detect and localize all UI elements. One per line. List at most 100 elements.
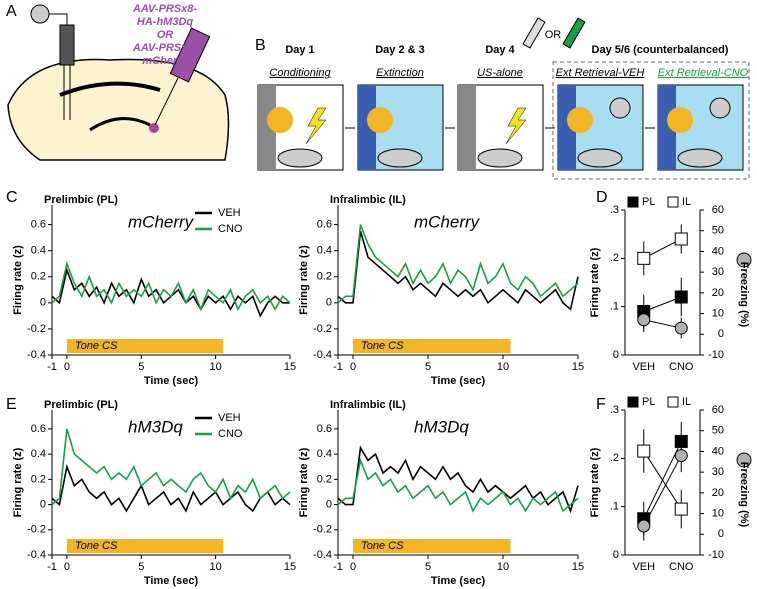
y-axis-label: Firing rate (z) bbox=[298, 447, 310, 517]
chart-subtitle: mCherry bbox=[128, 212, 195, 231]
x-axis-label: Time (sec) bbox=[144, 375, 199, 387]
x-tick-label: 0 bbox=[350, 361, 356, 373]
series-line bbox=[643, 455, 682, 527]
y2-tick-label: 40 bbox=[712, 245, 724, 257]
x-tick-label: VEH bbox=[632, 361, 655, 373]
y-tick-label: -0.2 bbox=[27, 323, 46, 335]
y-tick-label: .3 bbox=[610, 204, 619, 216]
y2-tick-label: 20 bbox=[712, 487, 724, 499]
y2-tick-label: 40 bbox=[712, 445, 724, 457]
x-tick-label: 15 bbox=[572, 361, 584, 373]
legend-label: VEH bbox=[218, 412, 241, 424]
y-tick-label: 0.2 bbox=[317, 271, 332, 283]
x-tick-label: -1 bbox=[47, 361, 57, 373]
x-tick-label: CNO bbox=[669, 561, 694, 573]
series-line bbox=[337, 445, 579, 514]
x-axis-label: Time (sec) bbox=[431, 575, 486, 587]
y-axis-label: Firing rate (z) bbox=[589, 447, 601, 517]
x-tick-label: 5 bbox=[138, 561, 144, 573]
y-tick-label: 0 bbox=[40, 498, 46, 510]
y-tick-label: .2 bbox=[610, 452, 619, 464]
y-tick-label: .1 bbox=[610, 501, 619, 513]
virus-label: HA-hM3Dq bbox=[137, 16, 193, 28]
series-line bbox=[337, 224, 579, 304]
x-tick-label: CNO bbox=[669, 361, 694, 373]
y-tick-label: -0.4 bbox=[313, 549, 332, 561]
x-axis-label: Time (sec) bbox=[144, 575, 199, 587]
y-tick-label: 0.4 bbox=[317, 448, 332, 460]
virus-label: AAV-PRSx8- bbox=[132, 42, 198, 54]
chart-subtitle: hM3Dq bbox=[128, 417, 183, 436]
y-tick-label: -0.4 bbox=[27, 349, 46, 361]
x-tick-label: -1 bbox=[333, 361, 343, 373]
series-line bbox=[51, 463, 291, 513]
series-line bbox=[51, 260, 291, 312]
freezing-point bbox=[637, 313, 651, 327]
x-tick-label: 5 bbox=[425, 361, 431, 373]
rate-point bbox=[674, 290, 688, 304]
y-tick-label: .2 bbox=[610, 252, 619, 264]
x-tick-label: 10 bbox=[210, 561, 222, 573]
y-tick-label: 0.4 bbox=[317, 245, 332, 257]
y-tick-label: 0 bbox=[613, 349, 619, 361]
day-label: Day 5/6 (counterbalanced) bbox=[592, 44, 729, 56]
y2-tick-label: 60 bbox=[712, 204, 724, 216]
series-line bbox=[51, 428, 291, 506]
series-line bbox=[337, 230, 579, 311]
y-tick-label: 0 bbox=[326, 498, 332, 510]
y2-label-marker bbox=[736, 252, 752, 268]
y-tick-label: -0.4 bbox=[313, 349, 332, 361]
y-tick-label: 0 bbox=[613, 549, 619, 561]
x-axis-label: Time (sec) bbox=[431, 375, 486, 387]
tone-label: Tone CS bbox=[75, 340, 118, 352]
y2-axis-label: Freezing (%) bbox=[738, 262, 750, 328]
freezing-point bbox=[674, 449, 688, 463]
y2-tick-label: 60 bbox=[712, 404, 724, 416]
tone-label: Tone CS bbox=[361, 540, 404, 552]
legend-swatch bbox=[667, 196, 679, 208]
x-tick-label: VEH bbox=[632, 561, 655, 573]
panel-label: B bbox=[255, 37, 266, 54]
tone-bar bbox=[353, 339, 511, 353]
y2-tick-label: 30 bbox=[712, 266, 724, 278]
y-tick-label: 0.6 bbox=[317, 218, 332, 230]
brain-illustration bbox=[7, 4, 230, 161]
chart-title: Prelimbic (PL) bbox=[44, 194, 118, 206]
y-tick-label: -0.4 bbox=[27, 549, 46, 561]
y-tick-label: 0.6 bbox=[31, 423, 46, 435]
x-tick-label: 5 bbox=[425, 561, 431, 573]
series-line bbox=[643, 450, 682, 510]
legend-label: VEH bbox=[218, 207, 241, 219]
phase-label: Ext Retrieval-CNO bbox=[658, 67, 749, 79]
day-label: Day 1 bbox=[285, 44, 314, 56]
y-tick-label: 0.4 bbox=[31, 448, 46, 460]
rate-point bbox=[637, 444, 651, 458]
tone-label: Tone CS bbox=[75, 540, 118, 552]
behavior-boxes bbox=[257, 17, 750, 180]
rate-point bbox=[637, 251, 651, 265]
y-axis-label: Firing rate (z) bbox=[298, 245, 310, 315]
x-tick-label: 15 bbox=[284, 561, 296, 573]
legend-label: IL bbox=[682, 196, 691, 208]
x-tick-label: 10 bbox=[497, 361, 509, 373]
x-tick-label: 10 bbox=[210, 361, 222, 373]
y-tick-label: -0.2 bbox=[27, 524, 46, 536]
rate-point bbox=[674, 502, 688, 516]
chart-title: Prelimbic (PL) bbox=[44, 399, 118, 411]
y-axis-label: Firing rate (z) bbox=[12, 447, 24, 517]
chart-subtitle: mCherry bbox=[414, 212, 481, 231]
rate-point bbox=[674, 232, 688, 246]
x-tick-label: 10 bbox=[497, 561, 509, 573]
y2-tick-label: 10 bbox=[712, 307, 724, 319]
virus-label: OR bbox=[157, 29, 174, 41]
phase-label: Extinction bbox=[376, 67, 424, 79]
x-tick-label: 0 bbox=[350, 561, 356, 573]
freezing-point bbox=[637, 519, 651, 533]
x-tick-label: -1 bbox=[333, 561, 343, 573]
day-label: Day 2 & 3 bbox=[375, 44, 425, 56]
y2-tick-label: 50 bbox=[712, 225, 724, 237]
y-tick-label: 0.2 bbox=[31, 271, 46, 283]
y2-tick-label: 20 bbox=[712, 287, 724, 299]
y-tick-label: 0.6 bbox=[317, 423, 332, 435]
